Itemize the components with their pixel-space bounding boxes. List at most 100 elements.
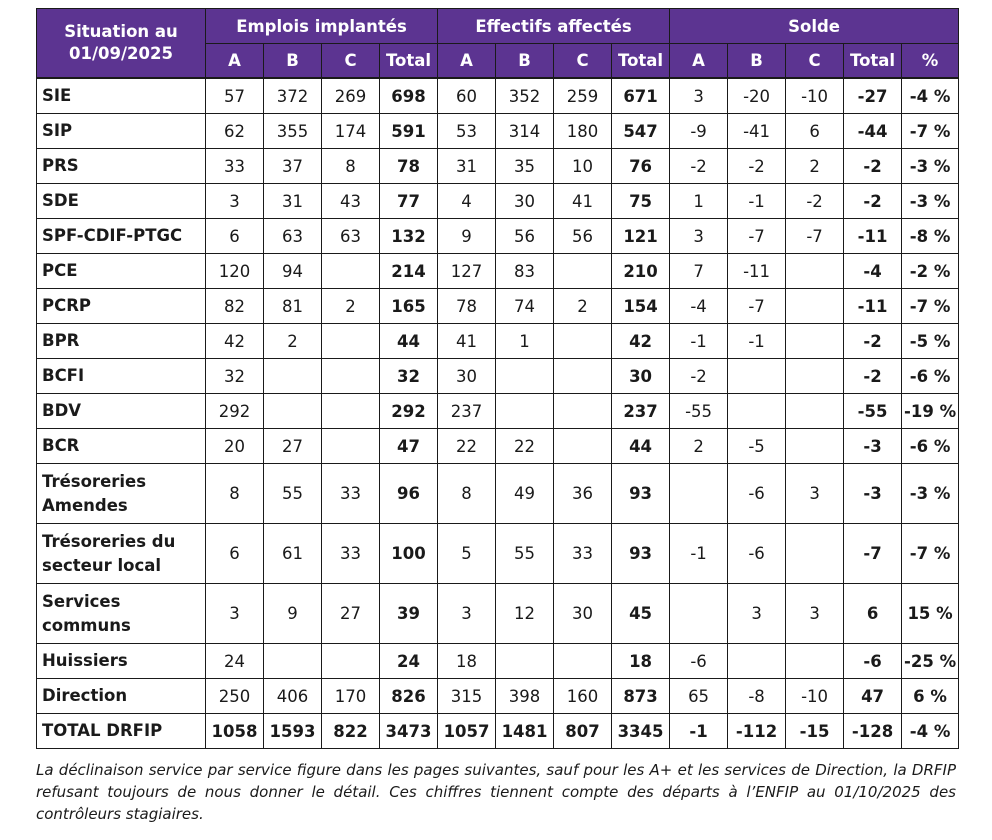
table-cell: 44 — [611, 428, 671, 464]
table-cell — [321, 323, 380, 359]
table-cell: 154 — [611, 288, 671, 324]
table-header: Situation au 01/09/2025 Emplois implanté… — [36, 8, 960, 79]
table-cell: 63 — [321, 218, 380, 254]
table-cell — [553, 643, 613, 679]
table-cell: 8 — [437, 463, 497, 524]
table-cell: 18 — [611, 643, 671, 679]
subcolumn-header: A — [437, 43, 497, 79]
table-cell: 698 — [378, 77, 439, 114]
header-effectifs-affectes: Effectifs affectés — [437, 8, 671, 44]
table-cell: 96 — [378, 463, 439, 524]
subcolumn-header: B — [495, 43, 555, 79]
table-cell: 3 — [785, 583, 845, 644]
row-label: PRS — [36, 148, 206, 184]
table-cell — [669, 583, 729, 644]
table-row: BPR 42 2 44 41 1 42 -1 -1 -2 -5 % — [36, 323, 960, 359]
table-cell — [553, 358, 613, 394]
table-cell: -2 — [669, 358, 729, 394]
table-cell: 81 — [263, 288, 322, 324]
table-cell: 3 — [205, 183, 264, 219]
table-cell: 78 — [437, 288, 497, 324]
table-cell: -7 % — [901, 288, 960, 324]
table-cell: -1 — [669, 713, 729, 749]
table-cell: 3345 — [611, 713, 671, 749]
header-row-groups: Situation au 01/09/2025 Emplois implanté… — [36, 8, 960, 79]
table-cell: 47 — [378, 428, 439, 464]
table-cell — [785, 358, 845, 394]
table-cell: 12 — [495, 583, 555, 644]
table-cell: 44 — [378, 323, 439, 359]
table-cell: 314 — [495, 113, 555, 149]
table-cell — [785, 253, 845, 289]
table-cell: 93 — [611, 463, 671, 524]
table-cell: 24 — [378, 643, 439, 679]
table-cell: 36 — [553, 463, 613, 524]
table-cell: 63 — [263, 218, 322, 254]
table-cell — [495, 358, 555, 394]
table-cell: 355 — [263, 113, 322, 149]
table-row: Trésoreries Amendes 8 55 33 96 8 49 36 93 -6 3 -3 -3… — [36, 463, 960, 524]
table-row: SIE 57 372 269 698 60 352 259 671 3 -20 -10 -27 -4 % — [36, 77, 960, 114]
table-cell: 180 — [553, 113, 613, 149]
table-cell: 6 — [205, 523, 264, 584]
table-cell: -3 % — [901, 148, 960, 184]
table-cell: 7 — [669, 253, 729, 289]
table-cell — [321, 643, 380, 679]
table-cell: 9 — [437, 218, 497, 254]
table-cell: 62 — [205, 113, 264, 149]
row-label: SIP — [36, 113, 206, 149]
table-cell: 2 — [321, 288, 380, 324]
table-cell — [495, 643, 555, 679]
table-cell — [321, 358, 380, 394]
staffing-table: Situation au 01/09/2025 Emplois implanté… — [36, 8, 960, 749]
table-cell: 27 — [321, 583, 380, 644]
table-cell: 2 — [785, 148, 845, 184]
table-cell: 33 — [321, 463, 380, 524]
table-cell — [553, 323, 613, 359]
table-cell — [785, 393, 845, 429]
table-cell: -11 — [727, 253, 787, 289]
table-cell: 30 — [495, 183, 555, 219]
row-label: TOTAL DRFIP — [36, 713, 206, 749]
table-row: PRS 33 37 8 78 31 35 10 76 -2 -2 2 -2 -3 % — [36, 148, 960, 184]
table-cell — [553, 253, 613, 289]
table-cell: -15 — [785, 713, 845, 749]
table-cell: 22 — [437, 428, 497, 464]
table-cell: 292 — [378, 393, 439, 429]
header-solde: Solde — [669, 8, 960, 44]
table-cell: -7 — [843, 523, 903, 584]
subcolumn-header: A — [669, 43, 729, 79]
table-cell: 807 — [553, 713, 613, 749]
table-cell: -7 % — [901, 523, 960, 584]
table-cell: 20 — [205, 428, 264, 464]
table-cell: 6 — [205, 218, 264, 254]
table-cell: 2 — [669, 428, 729, 464]
table-cell: 3 — [205, 583, 264, 644]
table-cell: 292 — [205, 393, 264, 429]
row-label: SIE — [36, 77, 206, 114]
table-cell: -2 % — [901, 253, 960, 289]
table-cell: -6 — [727, 523, 787, 584]
table-cell: 269 — [321, 77, 380, 114]
table-cell: 3473 — [378, 713, 439, 749]
row-label: BPR — [36, 323, 206, 359]
table-row: SDE 3 31 43 77 4 30 41 75 1 -1 -2 -2 -3 % — [36, 183, 960, 219]
table-cell — [785, 323, 845, 359]
table-cell: 121 — [611, 218, 671, 254]
table-row: SPF-CDIF-PTGC 6 63 63 132 9 56 56 121 3 -7 -7 -11 -8 … — [36, 218, 960, 254]
row-label: BDV — [36, 393, 206, 429]
table-cell: 3 — [669, 218, 729, 254]
table-cell: -4 % — [901, 77, 960, 114]
table-cell: 30 — [611, 358, 671, 394]
table-cell: 406 — [263, 678, 322, 714]
table-row: PCE 120 94 214 127 83 210 7 -11 -4 -2 % — [36, 253, 960, 289]
table-cell: -44 — [843, 113, 903, 149]
table-cell — [263, 643, 322, 679]
header-row-subcolumns: A B C Total A B C Total A B C Total% — [37, 43, 960, 79]
report-page: Situation au 01/09/2025 Emplois implanté… — [36, 8, 960, 840]
table-cell: 94 — [263, 253, 322, 289]
table-cell: -1 — [727, 183, 787, 219]
row-label: BCR — [36, 428, 206, 464]
subcolumn-header: C — [785, 43, 845, 79]
table-cell: -11 — [843, 288, 903, 324]
